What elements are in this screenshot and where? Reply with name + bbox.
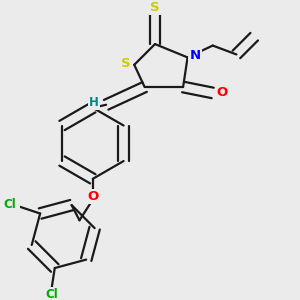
Text: S: S [150, 1, 160, 13]
Text: H: H [89, 96, 99, 109]
Text: O: O [87, 190, 98, 203]
Text: Cl: Cl [3, 198, 16, 211]
Text: S: S [121, 57, 130, 70]
Text: Cl: Cl [45, 288, 58, 300]
Text: N: N [189, 49, 200, 62]
Text: O: O [216, 86, 227, 99]
